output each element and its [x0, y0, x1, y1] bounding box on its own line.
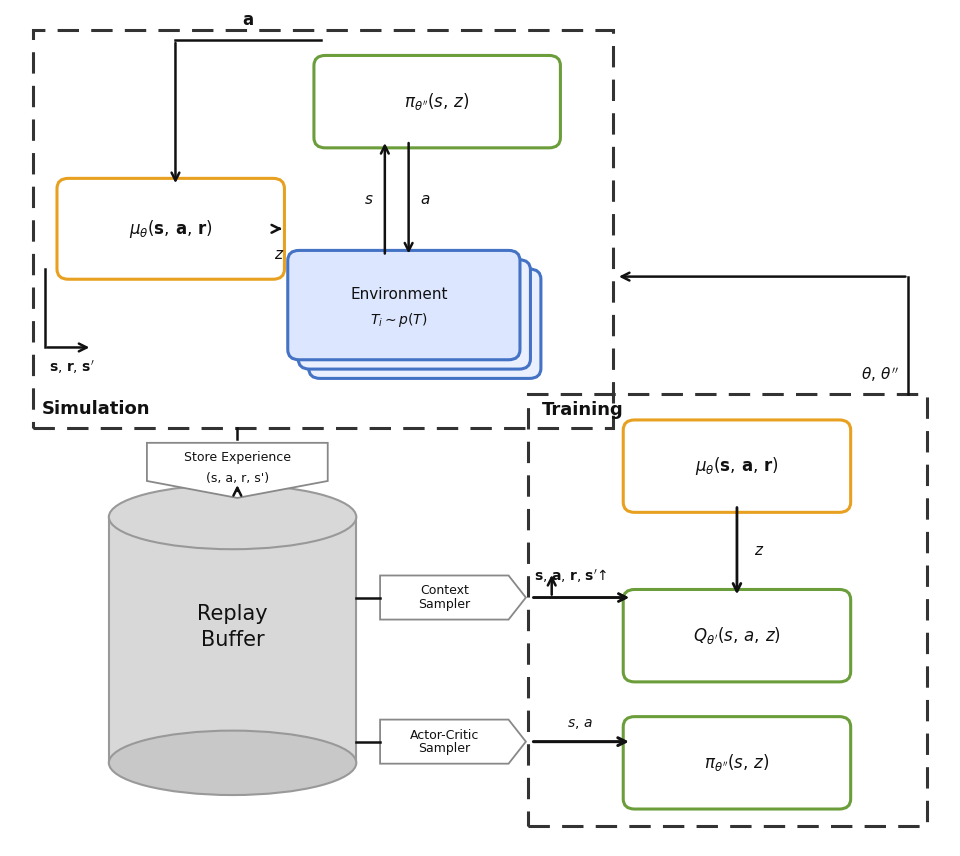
- Text: $\mathbf{s}$, $\mathbf{a}$, $\mathbf{r}$, $\mathbf{s'}$↑: $\mathbf{s}$, $\mathbf{a}$, $\mathbf{r}$…: [534, 568, 608, 585]
- Text: $\mathbf{a}$: $\mathbf{a}$: [242, 11, 254, 29]
- Text: Environment: Environment: [350, 288, 448, 302]
- Ellipse shape: [108, 731, 356, 795]
- Text: $s$, $a$: $s$, $a$: [567, 717, 593, 732]
- Text: Replay
Buffer: Replay Buffer: [197, 604, 268, 651]
- FancyBboxPatch shape: [623, 420, 851, 513]
- Text: $z$: $z$: [274, 247, 284, 263]
- FancyBboxPatch shape: [309, 269, 540, 378]
- Polygon shape: [380, 575, 526, 620]
- Text: $Q_{\theta^{\prime}}(s,\, a,\, z)$: $Q_{\theta^{\prime}}(s,\, a,\, z)$: [693, 625, 780, 646]
- Bar: [108, 517, 356, 763]
- FancyBboxPatch shape: [57, 178, 284, 279]
- FancyBboxPatch shape: [314, 56, 561, 148]
- Ellipse shape: [108, 484, 356, 550]
- Text: Sampler: Sampler: [419, 742, 470, 755]
- Text: $z$: $z$: [755, 544, 764, 558]
- FancyBboxPatch shape: [623, 590, 851, 682]
- Text: Store Experience: Store Experience: [183, 451, 291, 464]
- Text: Simulation: Simulation: [42, 400, 151, 418]
- FancyBboxPatch shape: [299, 259, 531, 369]
- Text: $T_i \sim p(T)$: $T_i \sim p(T)$: [371, 312, 428, 330]
- Text: (s, a, r, s'): (s, a, r, s'): [205, 473, 269, 485]
- Text: $\mathbf{s}$, $\mathbf{r}$, $\mathbf{s'}$: $\mathbf{s}$, $\mathbf{r}$, $\mathbf{s'}…: [49, 359, 95, 376]
- FancyBboxPatch shape: [288, 251, 520, 360]
- FancyBboxPatch shape: [623, 716, 851, 809]
- Text: Training: Training: [541, 401, 624, 419]
- Polygon shape: [380, 720, 526, 764]
- Text: $\pi_{\theta^{\prime\prime}}(s,\, z)$: $\pi_{\theta^{\prime\prime}}(s,\, z)$: [704, 752, 770, 773]
- Polygon shape: [147, 443, 327, 498]
- Text: $a$: $a$: [420, 192, 430, 206]
- Text: Context: Context: [420, 585, 468, 597]
- Text: $\mu_{\theta}(\mathbf{s},\, \mathbf{a},\, \mathbf{r})$: $\mu_{\theta}(\mathbf{s},\, \mathbf{a},\…: [129, 217, 212, 240]
- Text: $\pi_{\theta^{\prime\prime}}(s,\, z)$: $\pi_{\theta^{\prime\prime}}(s,\, z)$: [404, 91, 470, 112]
- Text: $\theta,\, \theta^{\prime\prime}$: $\theta,\, \theta^{\prime\prime}$: [861, 366, 899, 384]
- Text: $\mu_{\theta}(\mathbf{s},\, \mathbf{a},\, \mathbf{r})$: $\mu_{\theta}(\mathbf{s},\, \mathbf{a},\…: [695, 455, 779, 477]
- Text: $s$: $s$: [364, 192, 373, 206]
- Text: Sampler: Sampler: [419, 597, 470, 610]
- Text: Actor-Critic: Actor-Critic: [410, 728, 479, 741]
